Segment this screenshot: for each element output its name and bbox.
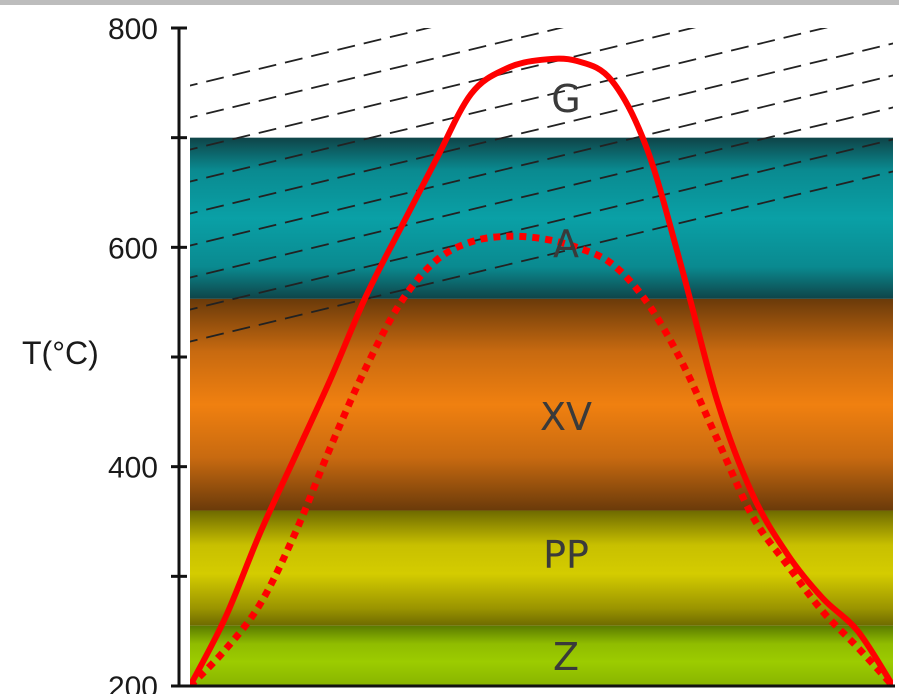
hatch-line <box>190 28 829 183</box>
hatch-line <box>190 28 432 87</box>
zone-label-a: A <box>553 222 579 266</box>
zone-band-g <box>190 28 893 138</box>
hatch-line <box>190 106 893 279</box>
y-tick-label: 600 <box>108 232 158 265</box>
top-border-band <box>0 0 899 5</box>
series-line-solid <box>190 55 893 686</box>
y-tick-label: 400 <box>108 452 158 485</box>
zone-label-g: G <box>551 77 580 121</box>
zone-labels-group: G A XV PP Z <box>540 77 592 679</box>
zone-band-a <box>190 137 893 299</box>
hatch-group <box>190 28 893 343</box>
hatch-line <box>190 74 893 247</box>
hatch-line <box>190 42 893 215</box>
y-axis-label: T(°C) <box>22 335 99 371</box>
zone-label-xv: XV <box>540 395 592 439</box>
y-ticks-group: 200 400 600 800 <box>108 13 187 694</box>
zones-group <box>190 28 893 686</box>
series-line-dotted <box>190 232 893 686</box>
zone-label-pp: PP <box>543 533 589 577</box>
hatch-line <box>190 28 697 151</box>
zone-label-z: Z <box>553 635 579 679</box>
series-group <box>190 55 893 686</box>
y-tick-label: 800 <box>108 13 158 46</box>
y-tick-label: 200 <box>108 671 158 694</box>
hatch-line <box>190 170 893 343</box>
zone-band-z <box>190 625 893 686</box>
zone-band-xv <box>190 298 893 511</box>
hatch-line <box>190 138 893 311</box>
hatch-line <box>190 28 564 119</box>
zone-band-pp <box>190 510 893 626</box>
